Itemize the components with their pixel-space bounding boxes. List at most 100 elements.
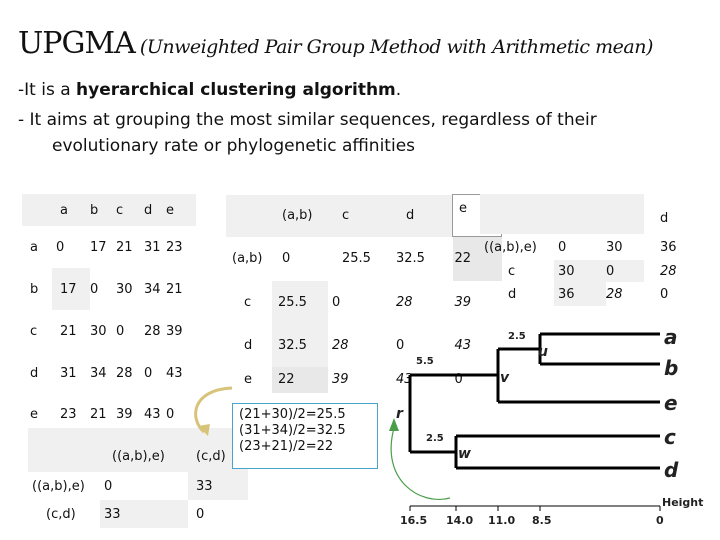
- matrix-cell: 39: [116, 406, 133, 422]
- corner-cell: [480, 194, 554, 234]
- bullet-1-bold: hyerarchical clustering algorithm: [76, 80, 396, 100]
- col-header: b: [90, 194, 116, 226]
- row-header: (a,b): [232, 251, 263, 266]
- matrix-cell: 32.5: [272, 324, 328, 367]
- blank-header: [606, 194, 644, 234]
- matrix-cell: 36: [660, 239, 677, 255]
- table-row: a 0 17 21 31 23: [22, 226, 196, 268]
- node-label: w: [458, 446, 471, 462]
- table-row: c 21 30 0 28 39: [22, 310, 196, 352]
- branch-label: 2.5: [508, 331, 526, 342]
- row-header: (c,d): [46, 506, 76, 522]
- matrix-cell: 0: [196, 506, 205, 522]
- matrix-cell: 31: [144, 239, 161, 255]
- matrix-cell: 0: [660, 286, 669, 302]
- col-header: c: [328, 194, 392, 237]
- bullet-1-prefix: -It is a: [18, 80, 77, 100]
- row-header: d: [508, 286, 517, 302]
- row-header: a: [30, 239, 38, 255]
- distance-matrix-3: ((a,b),e) (c,d) ((a,b),e) 0 33 (c,d) 33 …: [28, 428, 248, 528]
- upgma-dendrogram: 2.5 5.5 2.5 u v w r a b e c d 16.5 14.0 …: [396, 325, 703, 527]
- table-row: c 25.5 0 28 39: [226, 280, 502, 325]
- matrix-cell: 0: [116, 323, 125, 339]
- distance-matrix-1: a b c d e a 0 17 21 31 23 b 17 0 30 34 2…: [22, 194, 196, 434]
- bullet-2: - It aims at grouping the most similar s…: [18, 110, 597, 130]
- axis-label: Height: [662, 496, 703, 509]
- matrix-cell: 33: [188, 472, 248, 500]
- row-header: ((a,b),e): [484, 239, 537, 255]
- row-header: ((a,b),e): [32, 478, 85, 494]
- formula-line: (23+21)/2=22: [239, 439, 334, 454]
- leaf-label: c: [664, 425, 676, 449]
- matrix-cell: 34: [144, 281, 161, 297]
- matrix-cell: 39: [166, 323, 183, 339]
- matrix-cell: 43: [396, 372, 413, 387]
- formula-line: (21+30)/2=25.5: [239, 407, 346, 422]
- row-header: c: [244, 295, 252, 310]
- row-header: d: [30, 365, 39, 381]
- row-header: e: [30, 406, 38, 422]
- matrix-cell: 0: [166, 406, 175, 422]
- leaf-label: a: [664, 325, 678, 349]
- matrix-cell: 28: [144, 323, 161, 339]
- bullet-1: -It is a hyerarchical clustering algorit…: [18, 80, 401, 100]
- matrix-cell: 39: [454, 295, 472, 310]
- matrix-cell: 28: [396, 295, 413, 310]
- axis-tick-label: 8.5: [532, 514, 552, 527]
- row-header: c: [30, 323, 38, 339]
- matrix-cell: 43: [454, 338, 472, 353]
- axis-tick-label: 11.0: [488, 514, 515, 527]
- bullet-2-continuation: evolutionary rate or phylogenetic affini…: [52, 136, 416, 156]
- matrix-cell: 21: [60, 323, 77, 339]
- table-row: ((a,b),e) 0 33: [28, 472, 248, 500]
- row-header: b: [30, 281, 39, 297]
- matrix-cell: 43: [144, 406, 161, 422]
- matrix-cell: 23: [166, 239, 183, 255]
- node-label: u: [538, 344, 548, 360]
- matrix-cell: 36: [554, 282, 606, 306]
- col-header: a: [52, 194, 90, 226]
- branch-label: 5.5: [416, 356, 434, 367]
- distance-matrix-2: (a,b) c d e (a,b) 0 25.5 32.5 22 c 25.5 …: [226, 194, 502, 393]
- title-subtitle: (Unweighted Pair Group Method with Arith…: [139, 36, 653, 58]
- distance-matrix-4: d ((a,b),e) 0 30 36 c 30 0 28 d 36 28 0: [480, 194, 706, 306]
- table-row: (a,b) 0 25.5 32.5 22: [226, 236, 502, 281]
- matrix-cell: 0: [56, 239, 65, 255]
- matrix-cell: 28: [660, 263, 677, 279]
- title-main: UPGMA: [18, 26, 136, 61]
- bullet-1-suffix: .: [395, 80, 402, 100]
- matrix-cell: 33: [100, 500, 188, 528]
- corner-cell: [28, 428, 100, 472]
- matrix-cell: 0: [104, 478, 113, 494]
- leaf-label: d: [664, 458, 679, 482]
- matrix-cell: 25.5: [272, 280, 328, 325]
- matrix-cell: 34: [90, 365, 107, 381]
- table-row: d 36 28 0: [480, 282, 706, 306]
- table-row: e 23 21 39 43 0: [22, 394, 196, 434]
- table-row: d 31 34 28 0 43: [22, 352, 196, 394]
- matrix-cell: 21: [116, 239, 133, 255]
- branch-label: 2.5: [426, 433, 444, 444]
- axis-tick-label: 14.0: [446, 514, 473, 527]
- matrix-cell: 30: [554, 260, 606, 282]
- matrix-cell: 0: [90, 281, 99, 297]
- node-label: r: [396, 406, 404, 422]
- matrix-cell: 30: [90, 323, 107, 339]
- matrix-cell: 21: [90, 406, 107, 422]
- formula-box: (21+30)/2=25.5 (31+34)/2=32.5 (23+21)/2=…: [232, 403, 378, 469]
- axis-tick-label: 16.5: [400, 514, 427, 527]
- matrix-cell: 39: [332, 372, 349, 387]
- matrix-cell: 17: [52, 268, 90, 310]
- row-header: e: [244, 372, 252, 387]
- matrix-cell: 0: [396, 338, 405, 353]
- matrix-cell: 22: [452, 236, 502, 281]
- matrix-cell: 25.5: [342, 251, 371, 266]
- table-row: e 22 39 43 0: [226, 366, 502, 393]
- table-row: d 32.5 28 0 43: [226, 324, 502, 367]
- matrix-cell: 21: [166, 281, 183, 297]
- matrix-cell: 28: [606, 286, 623, 302]
- matrix-cell: 0: [332, 295, 341, 310]
- matrix-cell: 0: [282, 251, 291, 266]
- leaf-label: b: [664, 356, 678, 380]
- matrix-cell: 32.5: [396, 251, 425, 266]
